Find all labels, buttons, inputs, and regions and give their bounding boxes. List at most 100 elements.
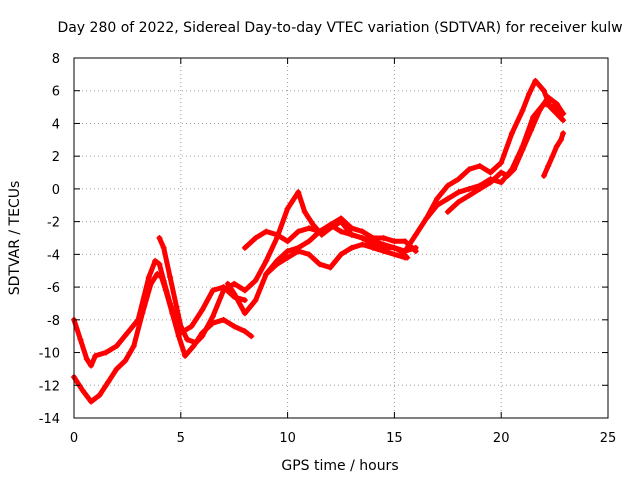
data-series-satellite-track-2 bbox=[71, 271, 255, 405]
data-point bbox=[295, 189, 302, 196]
data-point bbox=[444, 208, 451, 215]
data-point bbox=[231, 323, 238, 330]
data-point bbox=[130, 343, 137, 349]
data-point bbox=[241, 310, 248, 317]
data-point bbox=[316, 228, 323, 235]
data-point bbox=[498, 169, 505, 176]
data-point bbox=[466, 166, 473, 173]
data-point bbox=[182, 352, 189, 359]
data-point bbox=[487, 179, 494, 186]
data-point bbox=[466, 192, 473, 199]
data-point bbox=[199, 333, 206, 340]
data-point bbox=[209, 313, 216, 320]
data-point bbox=[156, 261, 163, 268]
y-tick-label: 4 bbox=[52, 117, 60, 132]
data-point bbox=[327, 264, 334, 271]
data-point bbox=[402, 254, 409, 261]
series-trace bbox=[402, 78, 566, 254]
series-trace bbox=[71, 258, 248, 369]
data-point bbox=[476, 163, 483, 169]
data-point bbox=[549, 153, 556, 160]
data-point bbox=[184, 336, 191, 343]
x-tick-label: 10 bbox=[279, 431, 296, 446]
data-point bbox=[124, 329, 131, 336]
data-point bbox=[273, 261, 280, 268]
data-point bbox=[167, 274, 174, 281]
data-point bbox=[532, 77, 539, 84]
data-point bbox=[525, 91, 532, 97]
data-point bbox=[231, 290, 238, 297]
x-tick-label: 15 bbox=[386, 431, 403, 446]
data-point bbox=[263, 228, 270, 235]
data-point bbox=[434, 195, 441, 202]
data-point bbox=[412, 231, 419, 238]
data-point bbox=[209, 287, 216, 294]
data-point bbox=[173, 303, 180, 310]
data-series-satellite-track-8 bbox=[423, 100, 567, 222]
data-point bbox=[284, 205, 291, 212]
y-tick-label: 0 bbox=[52, 183, 60, 198]
data-point bbox=[263, 271, 270, 277]
data-point bbox=[263, 257, 270, 264]
data-point bbox=[284, 254, 291, 261]
data-point bbox=[536, 107, 543, 114]
data-point bbox=[241, 328, 248, 335]
data-point bbox=[96, 392, 103, 399]
data-series-satellite-track-9 bbox=[444, 94, 567, 215]
data-series-satellite-track-6 bbox=[263, 241, 409, 277]
data-point bbox=[160, 244, 167, 251]
data-point bbox=[305, 251, 312, 258]
data-point bbox=[284, 238, 291, 245]
data-point bbox=[553, 143, 560, 150]
y-tick-label: -12 bbox=[39, 379, 60, 394]
data-point bbox=[359, 235, 366, 241]
data-point bbox=[519, 146, 526, 153]
y-tick-label: 6 bbox=[52, 85, 60, 100]
data-point bbox=[220, 287, 227, 294]
data-point bbox=[498, 179, 505, 186]
data-point bbox=[248, 333, 255, 340]
data-point bbox=[412, 248, 419, 255]
data-point bbox=[466, 185, 473, 192]
data-point bbox=[560, 117, 567, 124]
data-point bbox=[158, 274, 165, 281]
data-point bbox=[498, 159, 505, 166]
data-point bbox=[540, 172, 547, 179]
data-point bbox=[359, 241, 366, 248]
x-tick-label: 20 bbox=[493, 431, 510, 446]
data-point bbox=[316, 261, 323, 268]
chart-title: Day 280 of 2022, Sidereal Day-to-day VTE… bbox=[57, 20, 622, 36]
data-point bbox=[560, 110, 567, 117]
data-point bbox=[156, 235, 163, 241]
y-tick-label: -4 bbox=[47, 248, 60, 263]
data-point bbox=[284, 248, 291, 255]
data-point bbox=[476, 185, 483, 192]
data-point bbox=[295, 228, 302, 235]
data-point bbox=[348, 225, 355, 232]
data-point bbox=[103, 349, 110, 356]
data-point bbox=[305, 225, 312, 232]
data-point bbox=[79, 387, 86, 394]
data-point bbox=[154, 271, 161, 277]
data-point bbox=[508, 130, 515, 137]
data-point bbox=[455, 189, 462, 196]
y-tick-label: -8 bbox=[47, 314, 60, 329]
data-point bbox=[175, 333, 182, 340]
x-tick-label: 5 bbox=[177, 431, 185, 446]
data-series-satellite-track-10 bbox=[540, 130, 567, 179]
data-point bbox=[487, 169, 494, 176]
data-point bbox=[199, 307, 206, 313]
data-point bbox=[380, 248, 387, 255]
data-point bbox=[370, 244, 377, 251]
data-point bbox=[301, 208, 308, 215]
data-point bbox=[169, 310, 176, 317]
x-tick-label: 25 bbox=[600, 431, 617, 446]
data-point bbox=[402, 248, 409, 255]
data-point bbox=[391, 238, 398, 245]
series-trace bbox=[445, 94, 566, 215]
y-tick-label: -2 bbox=[47, 216, 60, 231]
data-point bbox=[152, 257, 159, 264]
data-point bbox=[338, 215, 344, 222]
data-point bbox=[327, 221, 334, 228]
